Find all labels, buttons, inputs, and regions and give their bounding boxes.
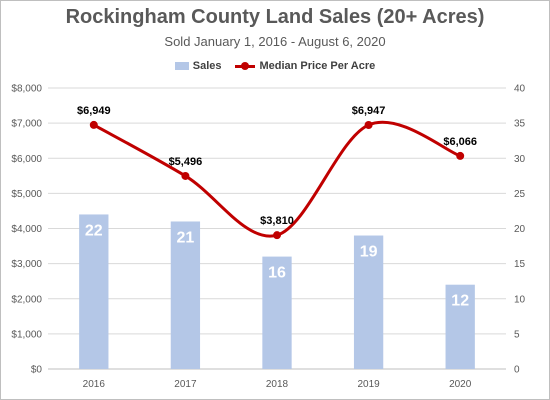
y-left-tick-label: $5,000 bbox=[11, 189, 42, 200]
bar bbox=[445, 284, 475, 369]
chart-title: Rockingham County Land Sales (20+ Acres) bbox=[65, 6, 485, 28]
legend-swatch-median-price bbox=[235, 61, 256, 71]
y-right-tick-label: 10 bbox=[514, 294, 526, 305]
x-tick-label: 2016 bbox=[83, 379, 106, 390]
line-data-label: $6,949 bbox=[77, 105, 111, 117]
x-tick-label: 2020 bbox=[449, 379, 472, 390]
bar-data-label: 16 bbox=[268, 265, 286, 282]
y-left-tick-label: $0 bbox=[31, 365, 43, 376]
x-tick-label: 2019 bbox=[357, 379, 380, 390]
legend-swatch-sales bbox=[174, 62, 189, 70]
line-point bbox=[456, 151, 465, 160]
y-right-tick-label: 35 bbox=[514, 119, 526, 130]
y-left-tick-label: $1,000 bbox=[11, 329, 42, 340]
y-left-tick-label: $6,000 bbox=[11, 154, 42, 165]
bar-data-label: 19 bbox=[360, 244, 378, 261]
x-tick-label: 2017 bbox=[174, 379, 197, 390]
legend-label-median-price: Median Price Per Acre bbox=[259, 60, 376, 72]
legend-label-sales: Sales bbox=[192, 60, 222, 72]
y-left-tick-label: $2,000 bbox=[11, 294, 42, 305]
legend-item-median-price: Median Price Per Acre bbox=[235, 60, 375, 72]
line-point bbox=[89, 120, 98, 129]
y-left-tick-label: $4,000 bbox=[11, 224, 42, 235]
line-point bbox=[181, 171, 190, 180]
bar bbox=[262, 256, 292, 369]
line-data-label: $3,810 bbox=[260, 215, 294, 227]
chart-legend: Sales Median Price Per Acre bbox=[0, 58, 550, 74]
line-data-label: $6,066 bbox=[443, 136, 477, 148]
line-point bbox=[364, 120, 373, 129]
bar bbox=[79, 214, 109, 369]
y-left-tick-label: $8,000 bbox=[11, 84, 42, 95]
y-right-tick-label: 5 bbox=[514, 329, 520, 340]
chart-subtitle: Sold January 1, 2016 - August 6, 2020 bbox=[164, 34, 386, 49]
y-right-tick-label: 15 bbox=[514, 259, 526, 270]
line-point bbox=[273, 231, 281, 240]
y-left-tick-label: $7,000 bbox=[11, 119, 42, 130]
bar bbox=[170, 221, 201, 369]
bar-data-label: 12 bbox=[451, 293, 469, 310]
legend-item-sales: Sales bbox=[174, 60, 222, 72]
bar bbox=[353, 235, 384, 369]
bar-data-label: 21 bbox=[177, 229, 195, 246]
line-data-label: $5,496 bbox=[169, 156, 203, 168]
x-tick-label: 2018 bbox=[266, 379, 289, 390]
y-right-tick-label: 20 bbox=[514, 224, 526, 235]
line-data-label: $6,947 bbox=[352, 105, 386, 117]
bar-data-label: 22 bbox=[85, 222, 103, 239]
y-right-tick-label: 0 bbox=[514, 365, 520, 376]
y-right-tick-label: 25 bbox=[514, 189, 526, 200]
y-left-tick-label: $3,000 bbox=[11, 259, 42, 270]
y-right-tick-label: 30 bbox=[514, 154, 526, 165]
y-right-tick-label: 40 bbox=[514, 84, 526, 95]
